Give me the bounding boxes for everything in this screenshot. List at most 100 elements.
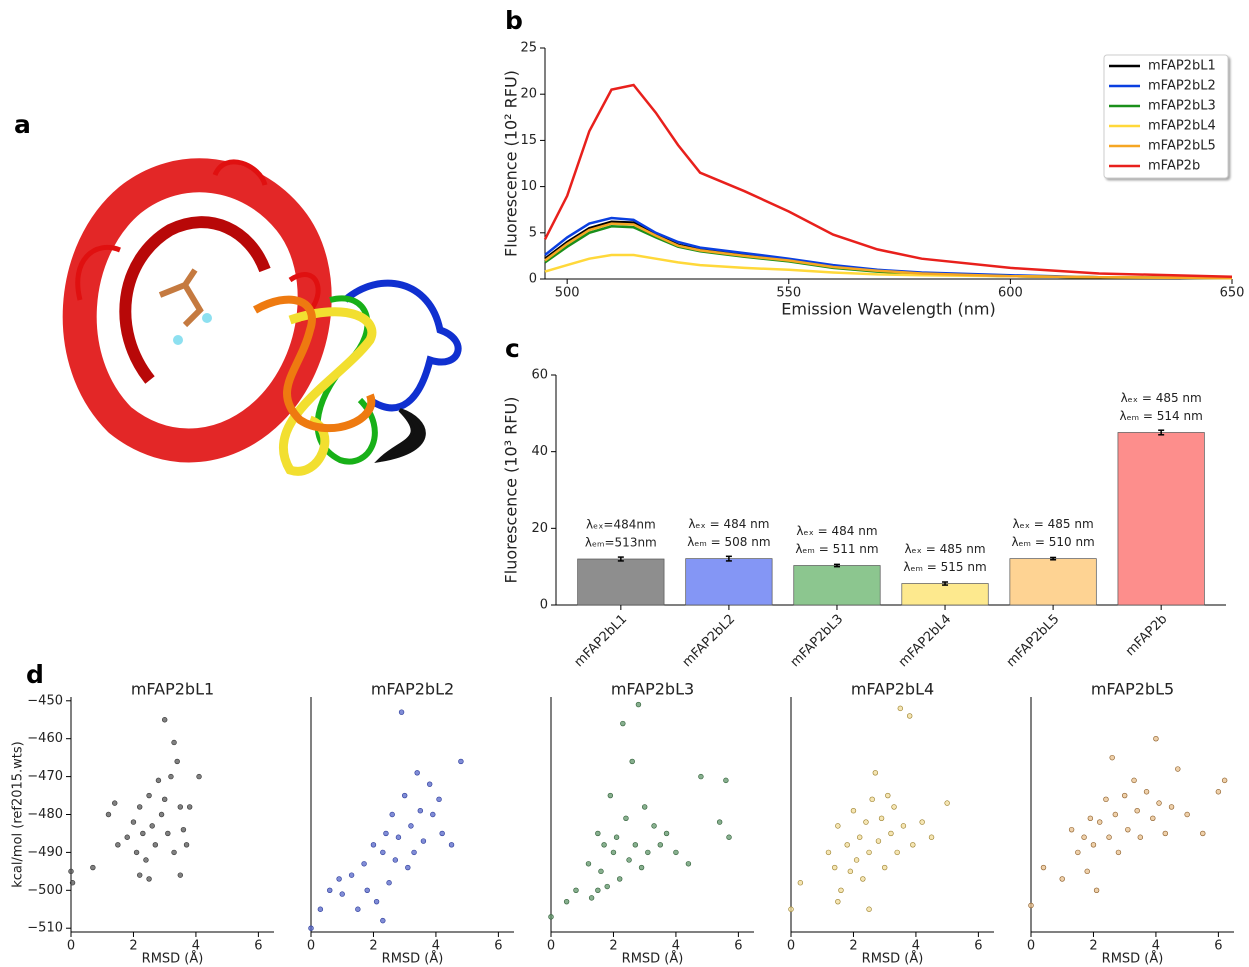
y-tick-label: 10 xyxy=(520,179,537,194)
y-tick-label: −490 xyxy=(27,845,63,860)
scatter-point xyxy=(835,823,840,828)
scatter-point xyxy=(602,842,607,847)
y-tick-label: 5 xyxy=(529,225,537,240)
x-tick-label: 2 xyxy=(369,939,377,954)
scatter-point xyxy=(867,850,872,855)
scatter-point xyxy=(390,812,395,817)
scatter-point xyxy=(789,907,794,912)
scatter-point xyxy=(848,869,853,874)
x-tick-label: mFAP2bL3 xyxy=(788,612,846,670)
x-tick-label: mFAP2bL5 xyxy=(1004,612,1062,670)
x-tick-label: 2 xyxy=(1089,939,1097,954)
scatter-point xyxy=(1138,835,1143,840)
scatter-point xyxy=(1104,797,1109,802)
x-tick-label: 6 xyxy=(974,939,982,954)
x-axis-label: RMSD (Å) xyxy=(142,951,204,967)
scatter-point xyxy=(184,842,189,847)
scatter-point xyxy=(1144,789,1149,794)
scatter-point xyxy=(674,850,679,855)
x-tick-label: mFAP2bL1 xyxy=(572,612,630,670)
scatter-point xyxy=(153,842,158,847)
chart-title: mFAP2bL2 xyxy=(371,680,454,699)
scatter-point xyxy=(178,873,183,878)
scatter-point xyxy=(427,782,432,787)
x-tick-label: 650 xyxy=(1220,286,1245,301)
bar-annotation: λₑₘ = 510 nm xyxy=(1011,535,1094,549)
scatter-point xyxy=(839,888,844,893)
scatter-point xyxy=(137,805,142,810)
scatter-point xyxy=(1150,816,1155,821)
bar-annotation: λₑₓ = 485 nm xyxy=(1013,517,1094,531)
scatter-point xyxy=(564,899,569,904)
scatter-point xyxy=(147,793,152,798)
scatter-point xyxy=(876,839,881,844)
scatter-point xyxy=(421,839,426,844)
scatter-point xyxy=(1216,789,1221,794)
x-tick-label: 6 xyxy=(1214,939,1222,954)
scatter-point xyxy=(1029,903,1034,908)
scatter-point xyxy=(929,835,934,840)
chart-title: mFAP2bL1 xyxy=(131,680,214,699)
y-axis-label: Fluorescence (10³ RFU) xyxy=(502,397,521,584)
scatter-point xyxy=(549,914,554,919)
x-tick-label: 550 xyxy=(776,286,801,301)
scatter-point xyxy=(1075,850,1080,855)
legend-label: mFAP2bL3 xyxy=(1148,99,1216,114)
scatter-point xyxy=(172,740,177,745)
scatter-point xyxy=(1132,778,1137,783)
scatter-point xyxy=(430,812,435,817)
scatter-point xyxy=(181,827,186,832)
scatter-point xyxy=(1082,835,1087,840)
scatter-point xyxy=(608,793,613,798)
scatter-point xyxy=(873,770,878,775)
scatter-point xyxy=(1110,755,1115,760)
x-tick-label: 2 xyxy=(849,939,857,954)
bar-annotation: λₑₘ = 515 nm xyxy=(903,560,986,574)
panel-label: c xyxy=(505,334,520,363)
scatter-point xyxy=(723,778,728,783)
scatter-point xyxy=(162,797,167,802)
scatter-point xyxy=(620,721,625,726)
legend-label: mFAP2bL1 xyxy=(1148,59,1216,74)
scatter-point xyxy=(1200,831,1205,836)
scatter-point xyxy=(1222,778,1227,783)
bar-annotation: λₑₓ=484nm xyxy=(586,518,656,532)
scatter-point xyxy=(1157,801,1162,806)
x-tick-label: 0 xyxy=(1027,939,1035,954)
x-tick-label: 2 xyxy=(609,939,617,954)
scatter-point xyxy=(106,812,111,817)
scatter-point xyxy=(337,877,342,882)
scatter-point xyxy=(1175,767,1180,772)
scatter-point xyxy=(867,907,872,912)
scatter-point xyxy=(1116,850,1121,855)
scatter-point xyxy=(895,850,900,855)
x-tick-label: 6 xyxy=(254,939,262,954)
bar xyxy=(1118,433,1204,606)
y-tick-label: −480 xyxy=(27,807,63,822)
scatter-point xyxy=(1085,869,1090,874)
line xyxy=(545,218,1232,278)
scatter-point xyxy=(898,706,903,711)
scatter-point xyxy=(686,861,691,866)
legend-label: mFAP2bL2 xyxy=(1148,79,1216,94)
bar-annotation: λₑₘ = 508 nm xyxy=(687,535,770,549)
scatter-point xyxy=(864,820,869,825)
scatter-point xyxy=(140,831,145,836)
scatter-point xyxy=(1169,805,1174,810)
scatter-point xyxy=(165,831,170,836)
x-axis-label: Emission Wavelength (nm) xyxy=(781,300,995,319)
scatter-point xyxy=(835,899,840,904)
scatter-point xyxy=(409,823,414,828)
scatter-point xyxy=(699,774,704,779)
x-tick-label: 0 xyxy=(787,939,795,954)
bar-annotation: λₑₓ = 484 nm xyxy=(796,524,877,538)
scatter-point xyxy=(384,831,389,836)
scatter-point xyxy=(860,877,865,882)
x-tick-label: mFAP2bL2 xyxy=(680,612,738,670)
scatter-point xyxy=(371,842,376,847)
scatter-point xyxy=(309,926,314,931)
scatter-point xyxy=(162,717,167,722)
scatter-point xyxy=(605,884,610,889)
y-tick-label: 20 xyxy=(531,521,548,536)
scatter-point xyxy=(727,835,732,840)
